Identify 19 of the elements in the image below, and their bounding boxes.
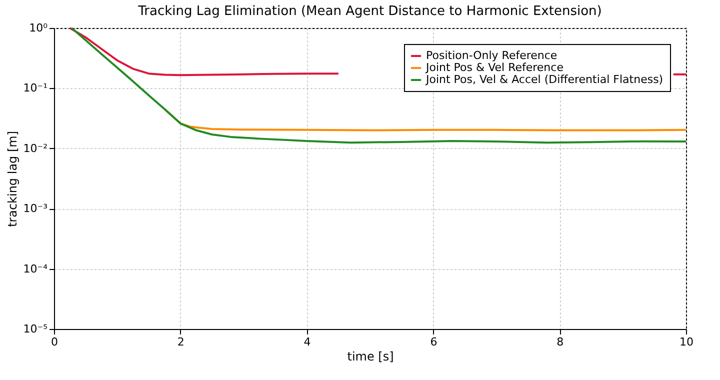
x-tick-label: 4 [304,336,311,348]
y-tick-label: 10⁻⁴ [23,262,48,276]
x-tick-label: 10 [680,336,694,348]
y-tick-label: 10⁻² [23,142,48,155]
y-tick-label: 10⁰ [29,22,48,34]
chart-title: Tracking Lag Elimination (Mean Agent Distance to Harmonic Extension) [137,4,602,19]
x-axis-title: time [s] [347,350,394,364]
x-tick-label: 2 [177,336,184,348]
y-axis-title: tracking lag [m] [5,130,20,228]
x-tick-label: 8 [556,336,564,348]
y-tick-label: 10⁻⁵ [23,322,48,336]
y-tick-label: 10⁻³ [23,202,48,216]
line-series [70,27,687,144]
legend-label: Joint Pos & Vel Reference [425,61,564,74]
y-tick-label: 10⁻¹ [23,82,48,95]
x-tick-label: 6 [430,336,438,348]
legend-label: Position-Only Reference [426,49,558,62]
legend-label: Joint Pos, Vel & Accel (Differential Flatness) [425,73,664,86]
x-tick-label: 0 [51,336,58,348]
